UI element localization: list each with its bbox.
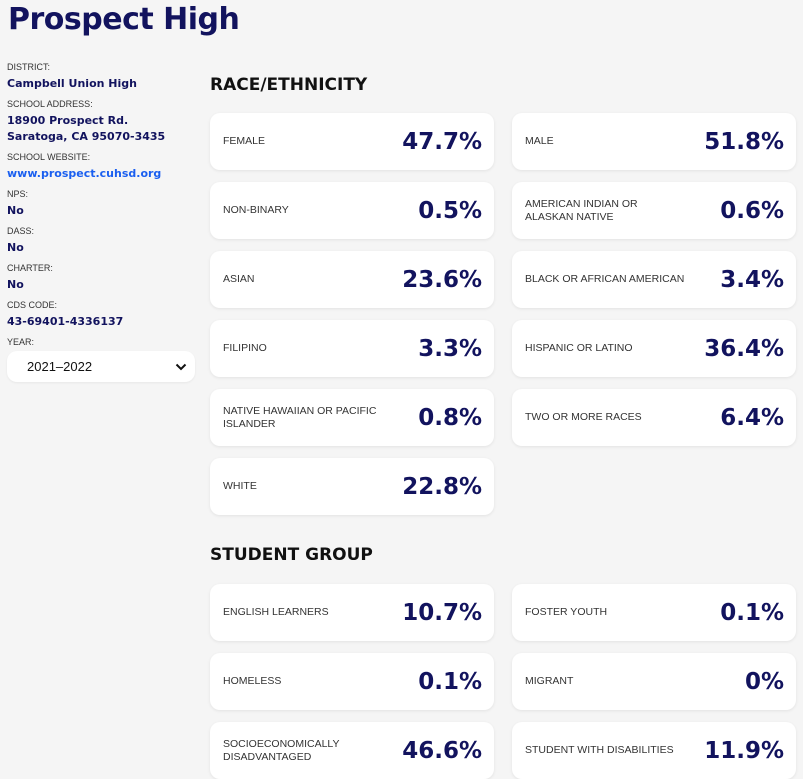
stat-card: ASIAN 23.6% — [210, 251, 494, 308]
stat-card: FILIPINO 3.3% — [210, 320, 494, 377]
stat-value: 3.4% — [720, 266, 784, 293]
nps-value: No — [7, 204, 24, 217]
website-label: SCHOOL WEBSITE: — [7, 152, 91, 162]
stat-value: 23.6% — [402, 266, 482, 293]
stat-card: TWO OR MORE RACES 6.4% — [512, 389, 796, 446]
year-select[interactable]: 2021–2022 — [7, 351, 195, 382]
stat-card: STUDENT WITH DISABILITIES 11.9% — [512, 722, 796, 779]
stat-label: WHITE — [223, 480, 257, 492]
address-line1: 18900 Prospect Rd. — [7, 114, 129, 127]
stat-label: BLACK OR AFRICAN AMERICAN — [525, 273, 685, 285]
district-value: Campbell Union High — [7, 77, 137, 90]
stat-label: HOMELESS — [223, 675, 282, 687]
stat-card: NON-BINARY 0.5% — [210, 182, 494, 239]
stat-value: 0% — [744, 668, 784, 695]
student-group-heading: STUDENT GROUP — [210, 545, 373, 565]
dass-label: DASS: — [7, 226, 35, 236]
race-heading: RACE/ETHNICITY — [210, 75, 368, 95]
stat-value: 0.5% — [418, 197, 482, 224]
stat-value: 0.6% — [720, 197, 784, 224]
stat-card: SOCIOECONOMICALLY DISADVANTAGED 46.6% — [210, 722, 494, 779]
cds-value: 43-69401-4336137 — [7, 315, 124, 328]
stat-value: 11.9% — [704, 737, 784, 764]
stat-label: ENGLISH LEARNERS — [223, 606, 329, 618]
stat-card: HISPANIC OR LATINO 36.4% — [512, 320, 796, 377]
stat-value: 6.4% — [720, 404, 784, 431]
stat-label: FEMALE — [223, 135, 266, 147]
address-label: SCHOOL ADDRESS: — [7, 99, 93, 109]
student-group-section: STUDENT GROUP ENGLISH LEARNERS 10.7% FOSTE… — [210, 545, 796, 779]
charter-value: No — [7, 278, 24, 291]
stat-card: WHITE 22.8% — [210, 458, 494, 515]
stat-label: ASIAN — [223, 273, 255, 285]
stat-value: 3.3% — [418, 335, 482, 362]
page-title: Prospect High — [8, 2, 240, 37]
stat-label: AMERICAN INDIAN OR ALASKAN NATIVE — [525, 197, 638, 223]
race-section: RACE/ETHNICITY FEMALE 47.7% MALE 51.8% NON-B… — [210, 75, 796, 515]
stat-label: HISPANIC OR LATINO — [525, 342, 633, 354]
stat-value: 51.8% — [704, 128, 784, 155]
stat-label: NATIVE HAWAIIAN OR PACIFIC ISLANDER — [223, 404, 377, 430]
stat-card: HOMELESS 0.1% — [210, 653, 494, 710]
stat-card: FOSTER YOUTH 0.1% — [512, 584, 796, 641]
stat-value: 0.1% — [418, 668, 482, 695]
stat-label: STUDENT WITH DISABILITIES — [525, 744, 674, 756]
chevron-down-icon — [175, 363, 187, 370]
stat-card: AMERICAN INDIAN OR ALASKAN NATIVE 0.6% — [512, 182, 796, 239]
stat-value: 0.8% — [418, 404, 482, 431]
stat-label: FILIPINO — [223, 342, 267, 354]
stat-card: BLACK OR AFRICAN AMERICAN 3.4% — [512, 251, 796, 308]
charter-label: CHARTER: — [7, 263, 53, 273]
stat-value: 47.7% — [402, 128, 482, 155]
district-label: DISTRICT: — [7, 62, 51, 72]
year-label: YEAR: — [7, 337, 35, 347]
website-link[interactable]: www.prospect.cuhsd.org — [7, 167, 162, 180]
stat-label: MALE — [525, 135, 554, 147]
stat-card: MIGRANT 0% — [512, 653, 796, 710]
stat-label: TWO OR MORE RACES — [525, 411, 642, 423]
stat-card: MALE 51.8% — [512, 113, 796, 170]
stat-value: 22.8% — [402, 473, 482, 500]
stat-value: 36.4% — [704, 335, 784, 362]
stat-card: ENGLISH LEARNERS 10.7% — [210, 584, 494, 641]
stat-label: NON-BINARY — [223, 204, 289, 216]
stat-card: NATIVE HAWAIIAN OR PACIFIC ISLANDER 0.8% — [210, 389, 494, 446]
year-value: 2021–2022 — [27, 359, 93, 374]
nps-label: NPS: — [7, 189, 29, 199]
address-line2: Saratoga, CA 95070-3435 — [7, 130, 166, 143]
stat-label: SOCIOECONOMICALLY DISADVANTAGED — [223, 737, 340, 763]
school-info-sidebar: DISTRICT: Campbell Union High SCHOOL ADD… — [7, 62, 195, 382]
dass-value: No — [7, 241, 24, 254]
stat-value: 46.6% — [402, 737, 482, 764]
stat-label: MIGRANT — [525, 675, 574, 687]
stat-label: FOSTER YOUTH — [525, 606, 608, 618]
stat-value: 0.1% — [720, 599, 784, 626]
stat-value: 10.7% — [402, 599, 482, 626]
address-value: 18900 Prospect Rd. Saratoga, CA 95070-343… — [7, 113, 195, 145]
stat-card: FEMALE 47.7% — [210, 113, 494, 170]
cds-label: CDS CODE: — [7, 300, 58, 310]
